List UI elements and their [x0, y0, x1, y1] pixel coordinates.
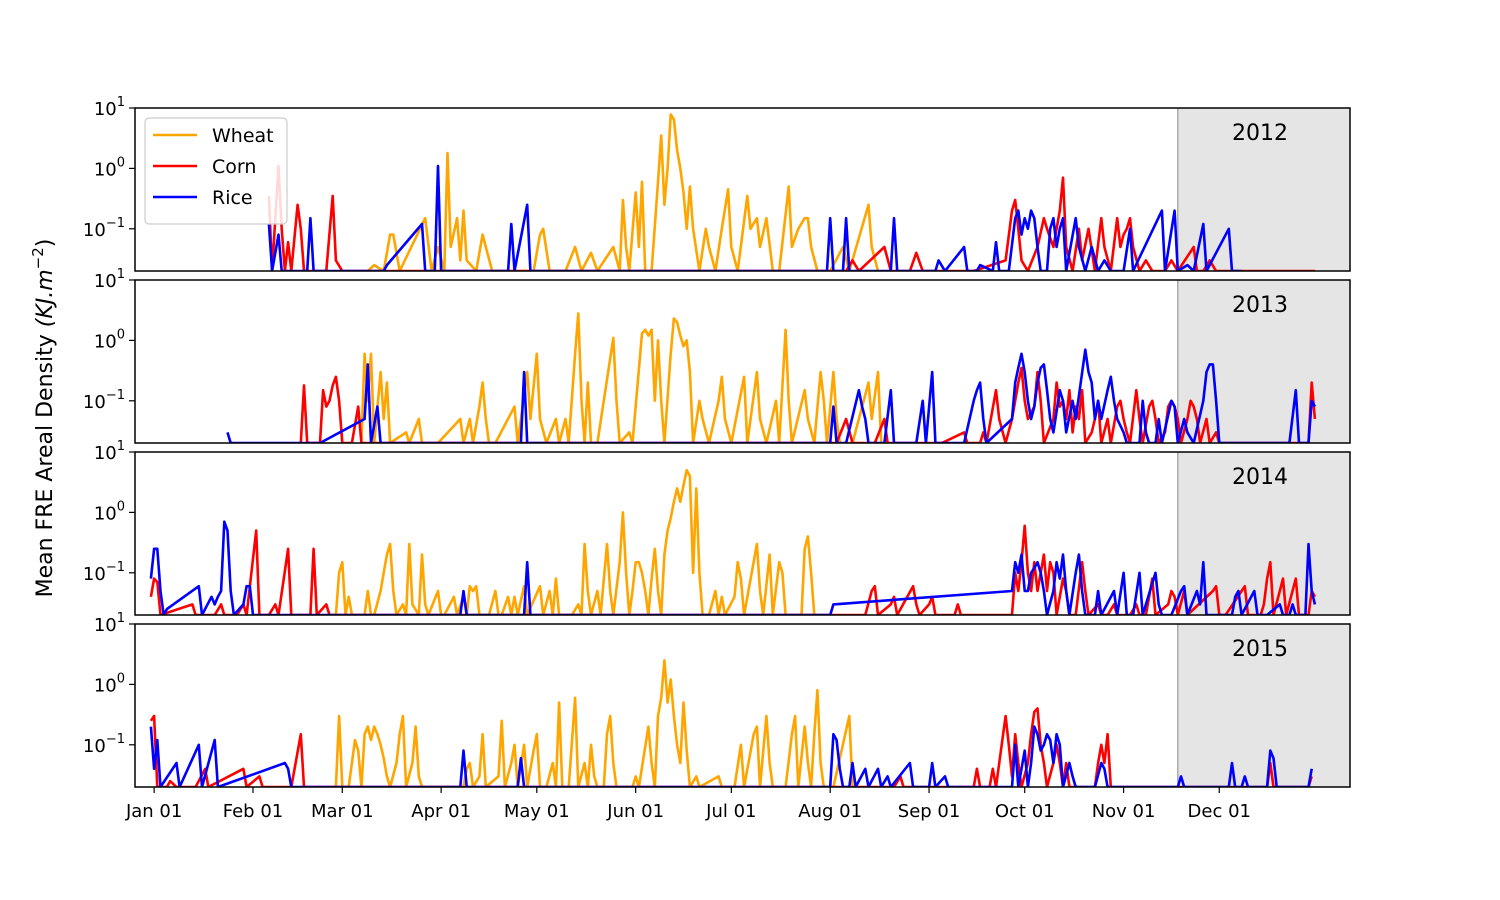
panels: 101 100 10−1 2012 101 100 10−1 2013 101 100 10−1 20… — [83, 95, 1351, 788]
legend: Wheat Corn Rice — [144, 117, 288, 225]
panel-background — [135, 108, 1350, 271]
shaded-region — [1177, 108, 1350, 271]
panel-year-label: 2013 — [1232, 293, 1288, 318]
y-tick-label: 101 — [94, 439, 125, 464]
panel-2013: 101 100 10−1 2013 — [83, 267, 1351, 444]
panel-year-label: 2015 — [1232, 637, 1288, 662]
x-tick-label: Mar 01 — [311, 801, 374, 822]
series-line-rice-2012 — [267, 164, 1242, 271]
series-line-rice-2013 — [226, 348, 1317, 443]
y-tick-label: 10−1 — [83, 388, 125, 413]
y-tick-label: 101 — [94, 95, 125, 120]
x-tick-label: Nov 01 — [1092, 801, 1156, 822]
panel-year-label: 2012 — [1232, 121, 1288, 146]
x-tick-label: Oct 01 — [995, 801, 1055, 822]
legend-label-rice: Rice — [212, 187, 253, 209]
panel-frame — [134, 107, 1351, 272]
shaded-region — [1177, 624, 1350, 787]
x-tick-label: Jul 01 — [705, 801, 756, 822]
panel-frame — [134, 279, 1351, 444]
series-line-wheat-2013 — [360, 312, 883, 443]
y-tick-label: 101 — [94, 267, 125, 292]
y-tick-label: 100 — [94, 327, 125, 352]
y-tick-label: 100 — [94, 671, 125, 696]
panel-year-label: 2014 — [1232, 465, 1288, 490]
panel-2015: 101 100 10−1 2015 — [83, 611, 1351, 788]
legend-label-corn: Corn — [212, 156, 256, 178]
series-line-rice-2014 — [149, 520, 1317, 615]
series-line-corn-2014 — [149, 524, 1317, 615]
x-tick-label: Jun 01 — [606, 801, 664, 822]
x-tick-label: May 01 — [504, 801, 570, 822]
x-tick-label: Jan 01 — [125, 801, 182, 822]
x-tick-label: Aug 01 — [798, 801, 862, 822]
y-tick-label: 10−1 — [83, 732, 125, 757]
y-tick-label: 100 — [94, 499, 125, 524]
x-tick-label: Feb 01 — [223, 801, 284, 822]
series-line-wheat-2014 — [334, 468, 816, 615]
y-tick-label: 10−1 — [83, 216, 125, 241]
y-axis-label: Mean FRE Areal Density (KJ.m−2) — [29, 239, 58, 598]
series-line-rice-2015 — [149, 725, 1313, 787]
y-tick-label: 101 — [94, 611, 125, 636]
shaded-region — [1177, 280, 1350, 443]
shaded-region — [1177, 452, 1350, 615]
series-line-wheat-2015 — [334, 659, 854, 787]
x-tick-label: Apr 01 — [411, 801, 471, 822]
panel-2012: 101 100 10−1 2012 — [83, 95, 1351, 272]
x-axis: Jan 01 Feb 01 Mar 01 Apr 01 May 01 Jun 01 Jul … — [125, 787, 1251, 822]
panel-frame — [134, 451, 1351, 616]
x-tick-label: Sep 01 — [898, 801, 961, 822]
x-tick-label: Dec 01 — [1188, 801, 1251, 822]
y-tick-label: 10−1 — [83, 560, 125, 585]
panel-frame — [134, 623, 1351, 788]
series-line-wheat-2012 — [366, 113, 880, 271]
y-tick-label: 100 — [94, 155, 125, 180]
legend-label-wheat: Wheat — [212, 125, 274, 147]
panel-2014: 101 100 10−1 2014 — [83, 439, 1351, 616]
